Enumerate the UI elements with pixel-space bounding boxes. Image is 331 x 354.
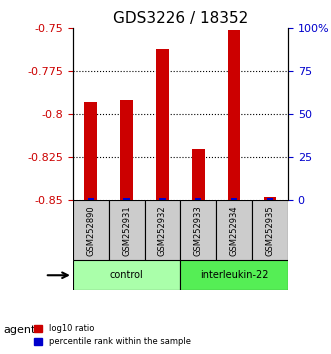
FancyBboxPatch shape [73, 200, 109, 260]
FancyBboxPatch shape [252, 200, 288, 260]
Bar [192, 149, 205, 200]
Bar [267, 198, 273, 200]
Text: GSM252933: GSM252933 [194, 205, 203, 256]
FancyBboxPatch shape [180, 260, 288, 290]
Bar [228, 30, 240, 200]
FancyBboxPatch shape [180, 200, 216, 260]
Bar [159, 198, 166, 200]
Bar [231, 198, 237, 200]
Bar [123, 198, 130, 200]
Text: GSM252931: GSM252931 [122, 205, 131, 256]
FancyBboxPatch shape [109, 200, 145, 260]
Text: agent: agent [3, 325, 36, 335]
Text: control: control [110, 270, 143, 280]
Text: GSM252935: GSM252935 [265, 205, 274, 256]
Title: GDS3226 / 18352: GDS3226 / 18352 [113, 11, 248, 26]
Bar [195, 198, 202, 200]
Bar [88, 198, 94, 200]
Text: GSM252932: GSM252932 [158, 205, 167, 256]
FancyBboxPatch shape [216, 200, 252, 260]
Legend: log10 ratio, percentile rank within the sample: log10 ratio, percentile rank within the … [31, 321, 194, 350]
Bar [156, 49, 169, 200]
Bar [84, 102, 97, 200]
Text: GSM252934: GSM252934 [230, 205, 239, 256]
Bar [264, 197, 276, 200]
Text: GSM252890: GSM252890 [86, 205, 95, 256]
Bar [120, 101, 133, 200]
FancyBboxPatch shape [73, 260, 180, 290]
Text: interleukin-22: interleukin-22 [200, 270, 268, 280]
FancyBboxPatch shape [145, 200, 180, 260]
